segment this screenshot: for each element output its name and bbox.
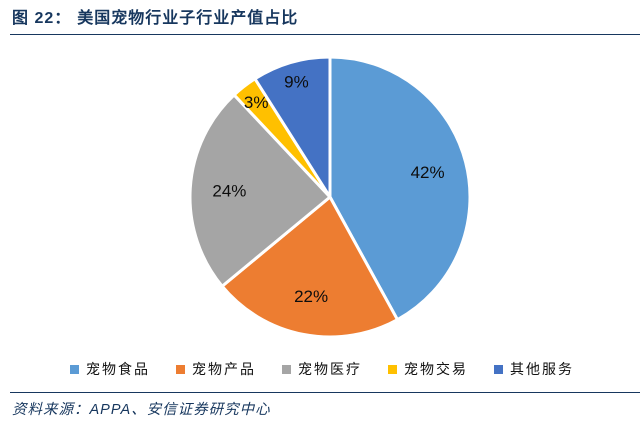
legend-item-1: 宠物食品: [70, 359, 150, 379]
legend-item-3: 宠物医疗: [282, 359, 362, 379]
legend-swatch-icon: [70, 364, 79, 374]
legend-label: 其他服务: [510, 361, 574, 377]
legend-label: 宠物交易: [404, 361, 468, 377]
pie-slice-label-1: 42%: [411, 163, 445, 182]
source-line: 资料来源：APPA、安信证券研究中心: [12, 398, 271, 419]
source-text: APPA、安信证券研究中心: [89, 402, 271, 418]
legend-item-5: 其他服务: [494, 359, 574, 379]
source-divider: [10, 392, 640, 393]
pie-slice-1: [328, 55, 472, 322]
legend-label: 宠物产品: [192, 361, 256, 377]
source-label: 资料来源：: [12, 402, 90, 418]
legend-swatch-icon: [388, 364, 397, 374]
figure-title-text: 美国宠物行业子行业产值占比: [77, 10, 299, 27]
legend-label: 宠物食品: [86, 361, 150, 377]
title-divider: [10, 34, 640, 35]
legend-swatch-icon: [176, 364, 185, 374]
legend-item-4: 宠物交易: [388, 359, 468, 379]
legend-swatch-icon: [494, 364, 503, 374]
figure-number: 图 22：: [12, 10, 72, 27]
legend-item-2: 宠物产品: [176, 359, 256, 379]
pie-slice-2: [220, 195, 399, 339]
chart-legend: 宠物食品 宠物产品 宠物医疗 宠物交易 其他服务: [0, 357, 644, 381]
pie-slice-3: [188, 93, 332, 288]
pie-slice-label-5: 9%: [284, 72, 309, 91]
figure-title: 图 22： 美国宠物行业子行业产值占比: [12, 5, 298, 33]
legend-label: 宠物医疗: [298, 361, 362, 377]
pie-slice-label-4: 3%: [244, 93, 269, 112]
pie-chart: 42% 22% 24% 3% 9%: [188, 55, 472, 339]
pie-slice-label-3: 24%: [212, 182, 246, 201]
legend-swatch-icon: [282, 364, 291, 374]
pie-slice-label-2: 22%: [294, 287, 328, 306]
pie-slice-5: [253, 55, 332, 199]
